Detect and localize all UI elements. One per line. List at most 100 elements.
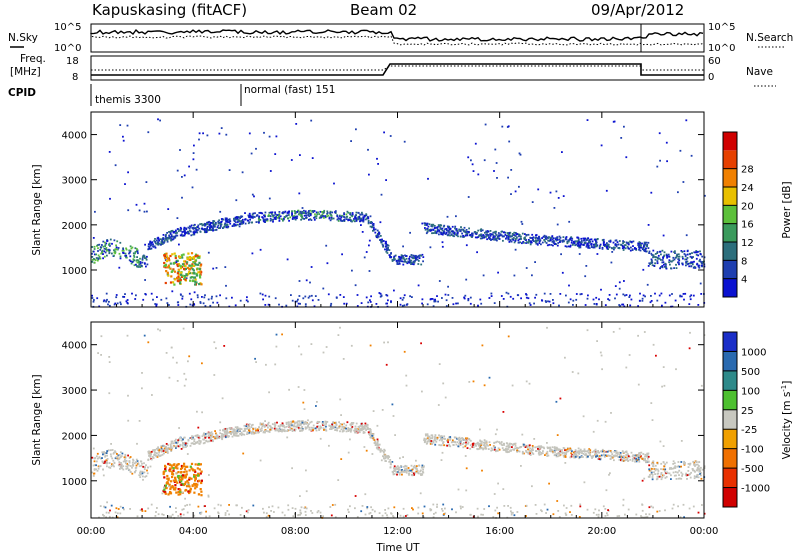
data-point [233,430,235,432]
data-point [442,442,444,444]
data-point [489,297,491,299]
data-point [272,505,274,507]
nsky-tick-low: 10^0 [54,43,81,54]
data-point [398,467,400,469]
data-point [497,512,499,514]
data-point [364,215,366,217]
data-point [96,297,98,299]
data-point [644,331,646,333]
data-point [247,301,249,303]
data-point [223,345,225,347]
data-point [175,507,177,509]
data-point [154,452,156,454]
data-point [191,443,193,445]
data-point [595,449,597,451]
data-point [94,246,96,248]
data-point [108,356,110,358]
data-point [480,234,482,236]
data-point [657,262,659,264]
data-point [214,430,216,432]
data-point [288,220,290,222]
data-point [332,504,334,506]
data-point [554,448,556,450]
data-point [115,164,117,166]
data-point [130,245,132,247]
data-point [440,435,442,437]
data-point [358,430,360,432]
data-point [184,385,186,387]
data-point [227,435,229,437]
data-point [275,430,277,432]
data-point [134,256,136,258]
data-point [308,211,310,213]
data-point [109,151,111,153]
data-point [240,433,242,435]
data-point [349,217,351,219]
data-point [180,227,182,229]
data-point [246,296,248,298]
data-point [182,296,184,298]
data-point [218,437,220,439]
data-point [544,454,546,456]
data-point [657,469,659,471]
data-point [506,237,508,239]
data-point [174,236,176,238]
data-point [614,298,616,300]
data-point [424,224,426,226]
data-point [112,449,114,451]
data-point [309,282,311,284]
data-point [587,237,589,239]
data-point [231,297,233,299]
data-point [477,516,479,518]
data-point [690,477,692,479]
data-point [296,426,298,428]
data-point [438,224,440,226]
data-point [666,462,668,464]
data-point [447,294,449,296]
data-point [457,445,459,447]
data-point [559,236,561,238]
data-point [535,241,537,243]
data-point [305,215,307,217]
data-point [274,213,276,215]
data-point [241,222,243,224]
data-point [101,335,103,337]
data-point [190,445,192,447]
data-point [162,493,164,495]
data-point [282,422,284,424]
data-point [572,300,574,302]
data-point [303,218,305,220]
data-point [218,227,220,229]
data-point [339,327,341,329]
data-point [547,447,549,449]
data-point [274,364,276,366]
data-point [225,224,227,226]
data-point [175,232,177,234]
data-point [434,230,436,232]
data-point [602,239,604,241]
data-point [515,191,517,193]
data-point [135,251,137,253]
data-point [526,241,528,243]
nave-tick-high: 60 [708,56,721,67]
data-point [447,231,449,233]
data-point [342,431,344,433]
data-point [199,132,201,134]
data-point [484,159,486,161]
data-point [686,234,688,236]
data-point [424,222,426,224]
data-point [266,219,268,221]
data-point [263,132,265,134]
data-point [102,514,104,516]
data-point [368,245,370,247]
data-point [329,506,331,508]
data-point [174,271,176,273]
data-point [661,386,663,388]
data-point [108,252,110,254]
data-point [613,459,615,461]
data-point [132,465,134,467]
data-point [144,257,146,259]
data-point [193,277,195,279]
data-point [635,248,637,250]
data-point [696,461,698,463]
